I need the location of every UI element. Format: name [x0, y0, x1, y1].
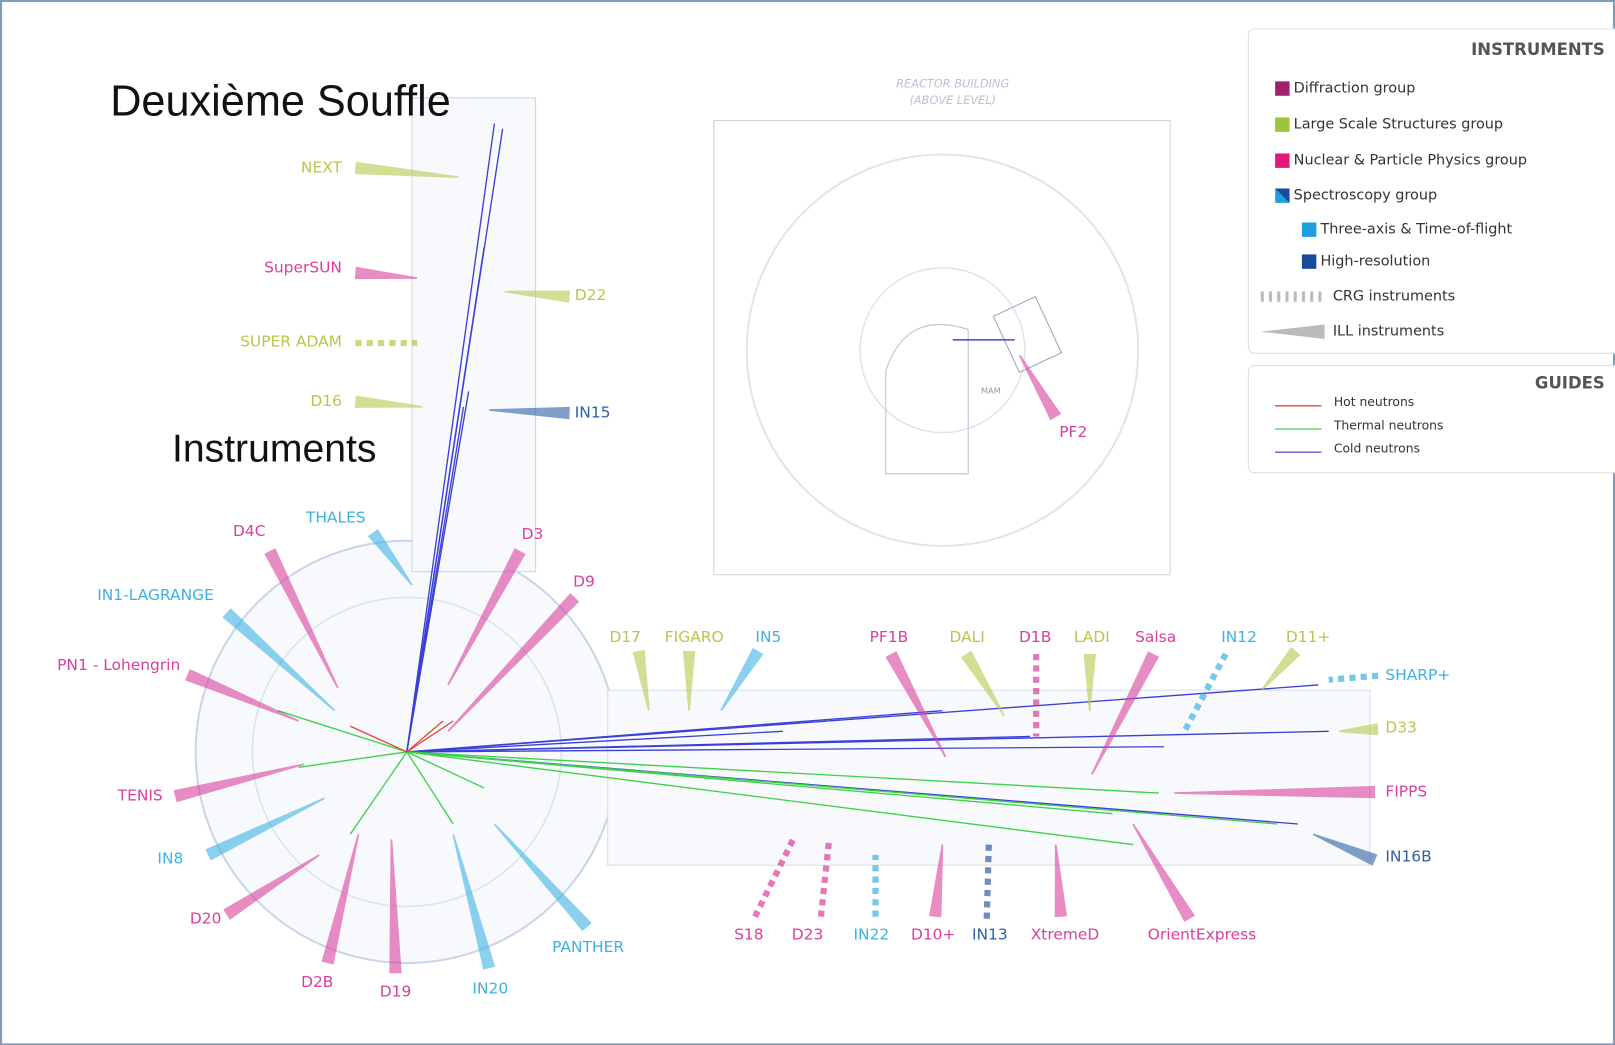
- inset-mam: MAM: [981, 385, 1001, 395]
- instrument-label: IN15: [575, 404, 611, 422]
- guides-title: GUIDES: [1535, 374, 1605, 393]
- instrument-label: SUPER ADAM: [240, 332, 342, 350]
- instrument-label: SuperSUN: [264, 258, 342, 276]
- instrument-label: S18: [734, 926, 763, 944]
- instrument-label: DALI: [949, 628, 984, 646]
- instrument-label: PN1 - Lohengrin: [57, 656, 180, 674]
- legend-title: INSTRUMENTS: [1471, 40, 1605, 59]
- instrument-label: IN22: [854, 926, 890, 944]
- guide-label: Cold neutrons: [1334, 442, 1420, 456]
- instrument-label: NEXT: [301, 158, 343, 176]
- instrument-label: PF1B: [870, 628, 909, 646]
- legend-swatch: [1275, 188, 1289, 202]
- legend-swatch: [1275, 117, 1289, 131]
- instrument-label: D33: [1385, 719, 1417, 737]
- guide-label: Hot neutrons: [1334, 395, 1414, 409]
- overlay-title: Deuxième Souffle: [110, 77, 451, 125]
- instrument-label: D22: [575, 286, 607, 304]
- overlay-subtitle: Instruments: [172, 427, 376, 470]
- instrument-label: D3: [522, 525, 544, 543]
- reactor-building-inset: [714, 121, 1170, 575]
- map-root: REACTOR BUILDING (ABOVE LEVEL) MAM NEXT S…: [1, 1, 1615, 1044]
- guide-hall-north: [412, 98, 536, 572]
- instrument-label: IN1-LAGRANGE: [97, 586, 214, 604]
- instrument-label: D19: [380, 982, 412, 1000]
- instrument-label: IN8: [157, 850, 183, 868]
- instrument-label: D9: [573, 572, 595, 590]
- legend-label: Three-axis & Time-of-flight: [1319, 222, 1512, 238]
- instrument-label: D1B: [1019, 628, 1051, 646]
- legend-label: High-resolution: [1320, 254, 1430, 270]
- legend-label: ILL instruments: [1333, 324, 1444, 340]
- legend-swatch: [1275, 153, 1289, 167]
- instrument-label: IN16B: [1385, 847, 1431, 865]
- legend-swatch: [1275, 81, 1289, 95]
- instrument-label: TENIS: [117, 787, 163, 805]
- instrument-label: D20: [190, 909, 222, 927]
- body: REACTOR BUILDING (ABOVE LEVEL) MAM NEXT S…: [0, 0, 1615, 1045]
- inset-subtitle: (ABOVE LEVEL): [910, 93, 996, 107]
- instrument-label: XtremeD: [1031, 926, 1100, 944]
- instrument-label: SHARP+: [1385, 666, 1450, 684]
- instrument-label: D4C: [233, 522, 266, 540]
- legend-swatch: [1302, 222, 1316, 236]
- page: Instruments {"overlay": {"title": "Deuxi…: [0, 0, 1615, 1045]
- instrument-label: Salsa: [1135, 628, 1176, 646]
- legend-label: CRG instruments: [1333, 289, 1455, 305]
- instrument-label: D10+: [911, 926, 955, 944]
- instrument-label: PANTHER: [552, 938, 624, 956]
- inset-title: REACTOR BUILDING: [896, 77, 1009, 91]
- legend-label: Large Scale Structures group: [1294, 117, 1503, 133]
- instrument-label: D17: [609, 628, 641, 646]
- instrument-label: PF2: [1059, 423, 1087, 441]
- instrument-label: FIGARO: [665, 628, 724, 646]
- legend-swatch: [1302, 254, 1316, 268]
- instrument-label: D16: [310, 392, 342, 410]
- instrument-label: FIPPS: [1385, 783, 1427, 801]
- instrument-label: IN20: [472, 979, 508, 997]
- instrument-label: IN13: [972, 926, 1008, 944]
- legend-label: Nuclear & Particle Physics group: [1294, 153, 1527, 169]
- instrument-label: OrientExpress: [1148, 926, 1256, 944]
- instrument-label: IN12: [1221, 628, 1257, 646]
- guide-label: Thermal neutrons: [1333, 418, 1444, 432]
- instrument-label: D11+: [1286, 628, 1330, 646]
- instrument-label: D2B: [301, 973, 333, 991]
- legend-label: Diffraction group: [1294, 81, 1416, 97]
- instrument-label: LADI: [1074, 628, 1110, 646]
- instrument-label: IN5: [755, 628, 781, 646]
- instrument-label: D23: [792, 926, 824, 944]
- legend-label: Spectroscopy group: [1294, 188, 1437, 204]
- instrument-label: THALES: [305, 509, 366, 527]
- instrument-map: REACTOR BUILDING (ABOVE LEVEL) MAM NEXT S…: [0, 0, 1615, 1045]
